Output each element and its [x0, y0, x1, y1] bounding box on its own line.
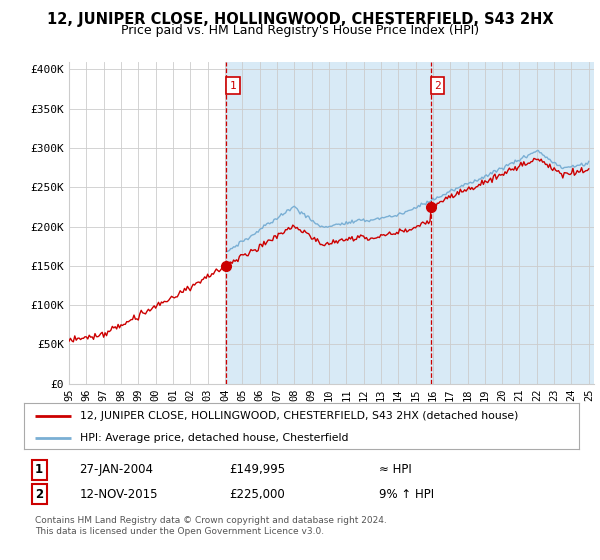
Text: 2: 2: [35, 488, 43, 501]
Text: 12-NOV-2015: 12-NOV-2015: [79, 488, 158, 501]
Text: 1: 1: [230, 81, 236, 91]
Text: 2: 2: [434, 81, 441, 91]
Text: £225,000: £225,000: [229, 488, 285, 501]
Text: 12, JUNIPER CLOSE, HOLLINGWOOD, CHESTERFIELD, S43 2HX: 12, JUNIPER CLOSE, HOLLINGWOOD, CHESTERF…: [47, 12, 553, 27]
Text: Contains HM Land Registry data © Crown copyright and database right 2024.: Contains HM Land Registry data © Crown c…: [35, 516, 387, 525]
Text: ≈ HPI: ≈ HPI: [379, 463, 412, 477]
Bar: [431, 62, 594, 384]
Bar: [226, 62, 431, 384]
Text: 9% ↑ HPI: 9% ↑ HPI: [379, 488, 434, 501]
Text: £149,995: £149,995: [229, 463, 286, 477]
Text: This data is licensed under the Open Government Licence v3.0.: This data is licensed under the Open Gov…: [35, 527, 324, 536]
Text: 1: 1: [35, 463, 43, 477]
Text: 27-JAN-2004: 27-JAN-2004: [79, 463, 154, 477]
Text: HPI: Average price, detached house, Chesterfield: HPI: Average price, detached house, Ches…: [79, 433, 348, 442]
Text: Price paid vs. HM Land Registry's House Price Index (HPI): Price paid vs. HM Land Registry's House …: [121, 24, 479, 36]
Text: 12, JUNIPER CLOSE, HOLLINGWOOD, CHESTERFIELD, S43 2HX (detached house): 12, JUNIPER CLOSE, HOLLINGWOOD, CHESTERF…: [79, 410, 518, 421]
